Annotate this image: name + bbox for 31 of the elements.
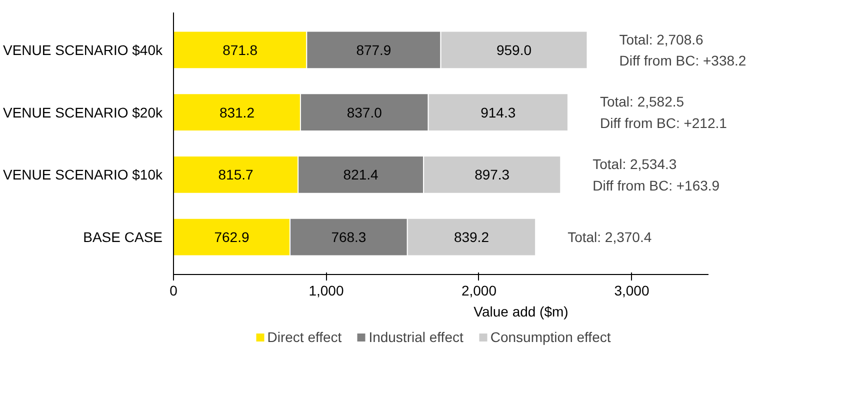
total-label: Total: 2,534.3 — [592, 156, 677, 172]
x-tick-label: 3,000 — [614, 282, 650, 298]
data-label: 831.2 — [219, 104, 255, 120]
data-label: 914.3 — [480, 104, 516, 120]
annotation: Diff from BC: +338.2 — [619, 52, 746, 69]
x-tick-label: 0 — [170, 282, 178, 298]
y-tick-label: BASE CASE — [83, 229, 163, 246]
total-label: Total: 2,582.5 — [600, 94, 684, 110]
data-label: 877.9 — [356, 42, 392, 58]
y-tick-label: VENUE SCENARIO $20k — [3, 104, 164, 120]
y-tick-label: VENUE SCENARIO $40k — [3, 42, 164, 58]
annotation: Diff from BC: +212.1 — [600, 114, 728, 131]
annotation: Diff from BC: +163.9 — [592, 177, 720, 194]
data-label: 821.4 — [343, 166, 379, 183]
x-axis-title: Value add ($m) — [474, 304, 568, 320]
legend-label: Consumption effect — [490, 329, 611, 345]
data-label: 768.3 — [331, 229, 366, 246]
x-tick-label: 1,000 — [308, 282, 344, 298]
y-tick-label: VENUE SCENARIO $10k — [3, 166, 164, 183]
total-label: Total: 2,708.6 — [619, 31, 704, 48]
data-label: 897.3 — [474, 166, 510, 183]
data-label: 762.9 — [214, 229, 250, 246]
data-label: 871.8 — [222, 42, 258, 58]
data-label: 837.0 — [346, 104, 382, 120]
x-tick-label: 2,000 — [461, 282, 497, 298]
legend-label: Direct effect — [267, 329, 342, 345]
data-label: 839.2 — [454, 229, 490, 246]
data-label: 959.0 — [496, 42, 532, 58]
total-label: Total: 2,370.4 — [568, 229, 652, 246]
legend-label: Industrial effect — [368, 329, 464, 345]
data-label: 815.7 — [218, 166, 254, 183]
